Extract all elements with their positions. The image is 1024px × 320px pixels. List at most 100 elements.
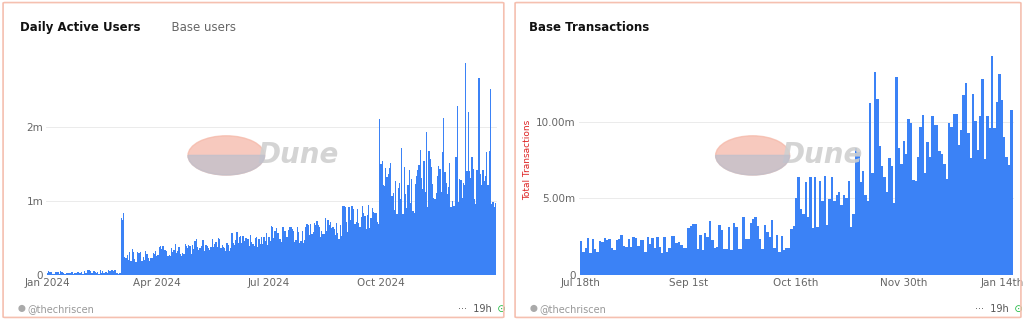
Bar xyxy=(671,236,673,275)
Bar xyxy=(201,246,202,275)
Bar xyxy=(257,247,258,275)
Bar xyxy=(96,273,97,275)
Bar xyxy=(834,201,836,275)
Bar xyxy=(377,222,378,275)
Bar xyxy=(455,206,456,275)
Bar xyxy=(105,272,108,275)
Bar xyxy=(814,177,816,275)
Bar xyxy=(139,252,140,275)
Bar xyxy=(142,257,144,275)
Bar xyxy=(848,181,850,275)
Bar xyxy=(306,224,307,275)
Bar xyxy=(329,226,330,275)
Bar xyxy=(852,214,855,275)
Bar xyxy=(909,123,912,275)
Bar xyxy=(345,207,346,275)
Bar xyxy=(483,181,485,275)
Bar xyxy=(279,233,280,275)
Text: ···  19h: ··· 19h xyxy=(975,304,1009,314)
Bar xyxy=(740,249,742,275)
Text: @thechriscen: @thechriscen xyxy=(28,304,94,314)
Bar xyxy=(367,215,368,275)
Bar xyxy=(621,236,623,275)
Bar xyxy=(270,226,272,275)
Bar xyxy=(415,184,416,275)
Bar xyxy=(780,236,783,275)
Bar xyxy=(285,231,286,275)
Bar xyxy=(195,241,196,275)
Bar xyxy=(266,233,267,275)
Bar xyxy=(217,246,218,275)
Bar xyxy=(74,273,75,275)
Bar xyxy=(122,220,123,275)
Bar xyxy=(197,247,198,275)
Bar xyxy=(312,232,313,275)
Bar xyxy=(476,170,477,275)
Bar xyxy=(322,231,323,275)
Bar xyxy=(587,238,590,275)
Bar xyxy=(72,272,73,275)
Bar xyxy=(206,244,207,275)
Bar xyxy=(311,234,312,275)
Bar xyxy=(391,196,392,275)
Bar xyxy=(988,128,991,275)
Bar xyxy=(795,198,798,275)
Bar xyxy=(73,274,74,275)
Bar xyxy=(446,194,449,275)
Bar xyxy=(184,244,185,275)
Bar xyxy=(76,273,78,275)
Bar xyxy=(467,171,468,275)
Bar xyxy=(70,273,72,275)
Bar xyxy=(750,223,752,275)
Bar xyxy=(873,72,877,275)
Bar xyxy=(374,213,376,275)
Bar xyxy=(326,231,328,275)
Bar xyxy=(219,238,220,275)
Bar xyxy=(220,248,221,275)
Bar xyxy=(1006,157,1008,275)
Bar xyxy=(208,248,209,275)
Bar xyxy=(315,225,316,275)
Bar xyxy=(262,244,263,275)
Bar xyxy=(442,152,443,275)
Bar xyxy=(136,252,138,275)
Bar xyxy=(812,228,814,275)
Bar xyxy=(771,220,773,275)
Bar xyxy=(471,157,473,275)
Bar xyxy=(178,246,179,275)
Bar xyxy=(950,127,952,275)
Bar xyxy=(938,151,941,275)
Bar xyxy=(783,250,785,275)
Bar xyxy=(690,226,692,275)
Bar xyxy=(615,240,618,275)
Bar xyxy=(114,271,115,275)
Bar xyxy=(128,260,129,275)
Bar xyxy=(348,207,349,275)
Bar xyxy=(762,249,764,275)
Bar xyxy=(489,89,492,275)
Bar xyxy=(785,248,787,275)
Bar xyxy=(202,240,203,275)
Bar xyxy=(86,274,87,275)
Bar xyxy=(165,250,166,275)
Bar xyxy=(972,94,974,275)
Bar xyxy=(1008,165,1010,275)
Bar xyxy=(196,239,197,275)
Bar xyxy=(411,179,413,275)
Bar xyxy=(147,258,148,275)
Bar xyxy=(599,241,601,275)
Bar xyxy=(318,227,319,275)
Bar xyxy=(172,252,173,275)
Bar xyxy=(188,245,189,275)
Bar xyxy=(233,245,236,275)
Bar xyxy=(884,177,886,275)
Bar xyxy=(81,272,82,275)
Bar xyxy=(420,150,421,275)
Bar xyxy=(304,240,305,275)
Bar xyxy=(123,213,124,275)
Bar xyxy=(408,185,409,275)
Bar xyxy=(955,114,957,275)
Bar xyxy=(428,151,429,275)
Bar xyxy=(274,231,275,275)
Text: ···  19h: ··· 19h xyxy=(458,304,492,314)
